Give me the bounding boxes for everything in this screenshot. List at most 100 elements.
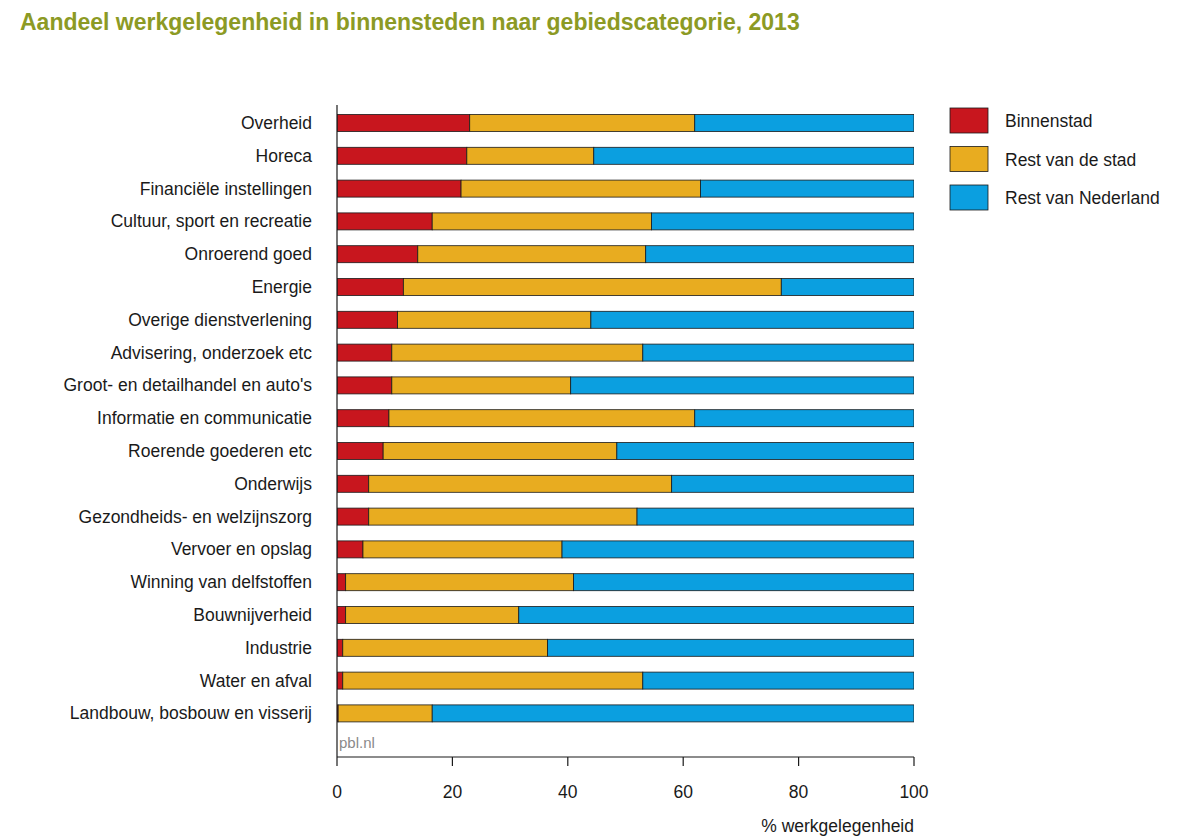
bar-segment bbox=[392, 377, 571, 394]
bar-segment bbox=[337, 508, 369, 525]
category-label: Financiële instellingen bbox=[140, 179, 312, 199]
bar-segment bbox=[337, 443, 383, 460]
bar-segment bbox=[643, 344, 914, 361]
bar-segment bbox=[337, 180, 461, 197]
category-label: Roerende goederen etc bbox=[128, 441, 312, 461]
category-label: Overheid bbox=[241, 113, 312, 133]
bar-segment bbox=[398, 311, 591, 328]
source: pbl.nl bbox=[339, 734, 375, 751]
legend-swatch bbox=[950, 147, 988, 172]
x-tick bbox=[452, 757, 453, 766]
category-label: Winning van delfstoffen bbox=[130, 572, 312, 592]
bar-segment bbox=[337, 475, 369, 492]
bar-segment bbox=[519, 607, 914, 624]
x-tick-label: 100 bbox=[899, 782, 928, 802]
category-label: Vervoer en opslag bbox=[171, 539, 312, 559]
bar-segment bbox=[337, 213, 432, 230]
legend-swatch bbox=[950, 185, 988, 210]
legend-swatch bbox=[950, 108, 988, 133]
bar-segment bbox=[363, 541, 562, 558]
category-label: Gezondheids- en welzijnszorg bbox=[79, 507, 312, 527]
legend: Binnenstad Rest van de stad Rest van Neder… bbox=[950, 108, 1160, 210]
bar-segment bbox=[643, 672, 914, 689]
bar-segment bbox=[637, 508, 914, 525]
category-label: Onderwijs bbox=[234, 474, 312, 494]
bar-segment bbox=[646, 246, 914, 263]
bar-segment bbox=[695, 115, 914, 132]
bar-segment bbox=[337, 410, 389, 427]
bar-segment bbox=[651, 213, 914, 230]
bar-segment bbox=[369, 508, 637, 525]
bar-segment bbox=[571, 377, 914, 394]
bar-segment bbox=[432, 705, 914, 722]
bar-segment bbox=[337, 541, 363, 558]
category-label: Landbouw, bosbouw en visserij bbox=[70, 703, 312, 723]
category-label: Advisering, onderzoek etc bbox=[111, 343, 313, 363]
x-axis-line bbox=[337, 756, 914, 757]
bar-segment bbox=[383, 443, 617, 460]
category-label: Groot- en detailhandel en auto's bbox=[63, 375, 312, 395]
bar-segment bbox=[337, 311, 398, 328]
bar-segment bbox=[781, 279, 914, 296]
bar-segment bbox=[392, 344, 643, 361]
title: Aandeel werkgelegenheid in binnensteden … bbox=[20, 9, 800, 35]
legend-label: Binnenstad bbox=[1005, 111, 1093, 131]
bar-segment bbox=[343, 639, 548, 656]
bar-segment bbox=[346, 574, 574, 591]
category-label: Informatie en communicatie bbox=[97, 408, 312, 428]
bar-segment bbox=[389, 410, 695, 427]
bar-segment bbox=[338, 705, 432, 722]
chart: Aandeel werkgelegenheid in binnensteden … bbox=[0, 0, 1187, 837]
bar-segment bbox=[594, 147, 914, 164]
bar-segment bbox=[672, 475, 914, 492]
category-label: Bouwnijverheid bbox=[193, 605, 312, 625]
legend-label: Rest van Nederland bbox=[1005, 188, 1160, 208]
category-label: Water en afval bbox=[200, 671, 312, 691]
bar-segment bbox=[369, 475, 672, 492]
x-tick-label: 40 bbox=[558, 782, 578, 802]
bar-segment bbox=[337, 672, 343, 689]
bars bbox=[337, 115, 914, 722]
x-tick-label: 60 bbox=[673, 782, 693, 802]
category-label: Onroerend goed bbox=[185, 244, 312, 264]
category-label: Horeca bbox=[256, 146, 313, 166]
bar-segment bbox=[467, 147, 594, 164]
bar-segment bbox=[418, 246, 646, 263]
bar-segment bbox=[574, 574, 914, 591]
category-label: Overige dienstverlening bbox=[128, 310, 312, 330]
bar-segment bbox=[461, 180, 700, 197]
legend-label: Rest van de stad bbox=[1005, 150, 1136, 170]
category-label: Cultuur, sport en recreatie bbox=[111, 211, 312, 231]
bar-segment bbox=[337, 344, 392, 361]
bar-segment bbox=[346, 607, 519, 624]
x-tick-label: 80 bbox=[789, 782, 809, 802]
bar-segment bbox=[337, 377, 392, 394]
x-tick-label: 20 bbox=[443, 782, 463, 802]
x-tick bbox=[913, 757, 914, 766]
x-tick bbox=[336, 757, 337, 766]
bar-segment bbox=[548, 639, 914, 656]
bar-segment bbox=[337, 147, 467, 164]
bar-segment bbox=[591, 311, 914, 328]
bar-segment bbox=[343, 672, 643, 689]
bar-segment bbox=[470, 115, 695, 132]
bar-segment bbox=[695, 410, 914, 427]
y-axis-line bbox=[336, 105, 337, 757]
bar-segment bbox=[562, 541, 914, 558]
bar-segment bbox=[337, 639, 343, 656]
bar-segment bbox=[337, 607, 346, 624]
bar-segment bbox=[403, 279, 781, 296]
bar-segment bbox=[701, 180, 914, 197]
x-axis-label: % werkgelegenheid bbox=[761, 816, 914, 836]
category-label: Industrie bbox=[245, 638, 312, 658]
bar-segment bbox=[432, 213, 651, 230]
bar-segment bbox=[337, 279, 403, 296]
x-tick bbox=[683, 757, 684, 766]
x-tick-label: 0 bbox=[332, 782, 342, 802]
category-label: Energie bbox=[252, 277, 312, 297]
bar-segment bbox=[617, 443, 914, 460]
bar-segment bbox=[337, 574, 346, 591]
x-tick bbox=[798, 757, 799, 766]
bar-segment bbox=[337, 246, 418, 263]
x-tick bbox=[567, 757, 568, 766]
